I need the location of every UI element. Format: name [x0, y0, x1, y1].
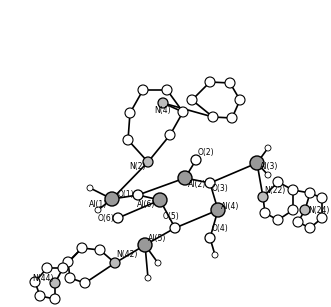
Circle shape [258, 192, 268, 202]
Circle shape [50, 294, 60, 304]
Circle shape [133, 190, 143, 200]
Text: O(4): O(4) [212, 223, 228, 232]
Text: N(4): N(4) [155, 107, 171, 115]
Circle shape [87, 185, 93, 191]
Circle shape [317, 193, 327, 203]
Circle shape [138, 85, 148, 95]
Text: N(2): N(2) [130, 162, 146, 172]
Circle shape [123, 135, 133, 145]
Circle shape [288, 205, 298, 215]
Circle shape [305, 223, 315, 233]
Circle shape [110, 258, 120, 268]
Circle shape [191, 155, 201, 165]
Circle shape [42, 263, 52, 273]
Circle shape [317, 213, 327, 223]
Text: O(1): O(1) [118, 191, 134, 200]
Circle shape [63, 257, 73, 267]
Circle shape [30, 277, 40, 287]
Circle shape [235, 95, 245, 105]
Circle shape [260, 208, 270, 218]
Text: Al(2): Al(2) [188, 180, 206, 188]
Text: O(6): O(6) [98, 213, 115, 223]
Text: N(22): N(22) [264, 186, 286, 196]
Text: Al(4): Al(4) [221, 201, 239, 211]
Text: O(2): O(2) [198, 147, 214, 157]
Circle shape [211, 203, 225, 217]
Text: O(3): O(3) [212, 185, 228, 193]
Circle shape [145, 275, 151, 281]
Circle shape [153, 193, 167, 207]
Circle shape [58, 263, 68, 273]
Circle shape [265, 145, 271, 151]
Circle shape [165, 130, 175, 140]
Circle shape [80, 278, 90, 288]
Circle shape [125, 108, 135, 118]
Circle shape [50, 278, 60, 288]
Circle shape [273, 177, 283, 187]
Circle shape [178, 107, 188, 117]
Circle shape [158, 98, 168, 108]
Text: N(24): N(24) [308, 205, 330, 215]
Circle shape [265, 172, 271, 178]
Text: Al(6): Al(6) [137, 200, 155, 209]
Circle shape [113, 213, 123, 223]
Circle shape [250, 156, 264, 170]
Circle shape [35, 291, 45, 301]
Circle shape [138, 238, 152, 252]
Circle shape [205, 233, 215, 243]
Circle shape [187, 95, 197, 105]
Circle shape [305, 188, 315, 198]
Circle shape [212, 252, 218, 258]
Text: Al(3): Al(3) [260, 162, 278, 172]
Circle shape [143, 157, 153, 167]
Circle shape [65, 273, 75, 283]
Circle shape [95, 245, 105, 255]
Circle shape [155, 260, 161, 266]
Circle shape [162, 85, 172, 95]
Text: O(5): O(5) [163, 212, 179, 220]
Circle shape [77, 243, 87, 253]
Circle shape [95, 207, 101, 213]
Circle shape [293, 217, 303, 227]
Circle shape [178, 171, 192, 185]
Circle shape [300, 205, 310, 215]
Text: N(42): N(42) [116, 251, 138, 259]
Circle shape [205, 178, 215, 188]
Circle shape [227, 113, 237, 123]
Circle shape [170, 223, 180, 233]
Circle shape [208, 112, 218, 122]
Circle shape [225, 78, 235, 88]
Text: Al(5): Al(5) [148, 235, 166, 243]
Circle shape [288, 185, 298, 195]
Circle shape [205, 77, 215, 87]
Circle shape [273, 215, 283, 225]
Text: N(44): N(44) [32, 274, 54, 283]
Text: Al(1): Al(1) [89, 200, 107, 208]
Circle shape [105, 192, 119, 206]
